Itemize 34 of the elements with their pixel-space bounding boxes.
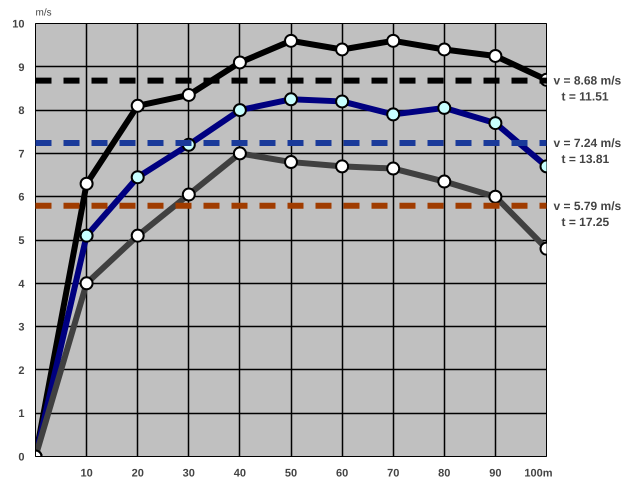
y-tick-label: 10 <box>12 18 25 30</box>
y-axis-title: m/s <box>36 8 52 18</box>
y-tick-label: 6 <box>18 192 25 204</box>
x-tick-label: 90 <box>489 468 502 480</box>
point <box>488 48 502 63</box>
point <box>182 88 196 102</box>
point <box>437 42 452 56</box>
point <box>130 98 145 113</box>
x-tick-label: 50 <box>284 468 298 480</box>
x-tick-label: 30 <box>182 468 195 480</box>
ref-line-label: v = 8.68 m/s t = 11.51 <box>554 74 622 104</box>
point <box>284 34 298 48</box>
point <box>232 55 247 70</box>
x-tick-label: 70 <box>387 468 400 480</box>
x-tick-label: 80 <box>438 468 450 480</box>
point <box>335 42 350 56</box>
point <box>80 176 94 191</box>
x-tick-label: 20 <box>132 468 144 480</box>
ref-line-label: v = 7.24 m/s t = 13.81 <box>554 136 622 166</box>
x-tick-label: 60 <box>336 468 348 480</box>
y-tick-label: 3 <box>18 322 25 334</box>
y-tick-label: 0 <box>18 452 25 464</box>
x-tick-label: 10 <box>80 468 93 480</box>
x-tick-label: 100m <box>524 468 553 480</box>
x-tick-label: 40 <box>234 468 246 480</box>
y-tick-label: 2 <box>18 364 25 377</box>
point <box>386 34 400 48</box>
ref-line-label: v = 5.79 m/s t = 17.25 <box>554 198 622 229</box>
y-tick-label: 4 <box>18 278 26 290</box>
y-tick-label: 9 <box>18 62 25 74</box>
y-tick-label: 5 <box>18 235 25 247</box>
y-tick-label: 7 <box>18 148 25 160</box>
y-tick-label: 8 <box>18 105 25 118</box>
y-tick-label: 1 <box>18 408 25 420</box>
